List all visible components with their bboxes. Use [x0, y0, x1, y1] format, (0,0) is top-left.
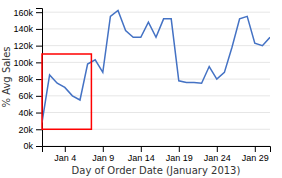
x-tick-mark	[179, 146, 180, 152]
y-tick-label: 40k	[18, 108, 33, 118]
grid-line	[42, 79, 270, 80]
x-axis: Jan 4 Jan 9 Jan 14 Jan 19 Jan 24 Jan 29	[43, 146, 271, 163]
highlight-box	[42, 54, 91, 129]
y-tick: 60k	[18, 91, 42, 101]
grid-line	[42, 12, 270, 13]
y-axis: 0k 20k 40k 60k 80k 100k 120k 140k 160k	[13, 8, 42, 152]
y-tick-mark	[36, 146, 42, 147]
x-tick: Jan 4	[54, 146, 76, 163]
y-tick-mark	[36, 129, 42, 130]
y-tick-mark	[36, 12, 42, 13]
highlight-layer	[42, 54, 91, 129]
y-axis-title: % Avg Sales	[1, 47, 12, 108]
y-tick: 160k	[13, 8, 42, 18]
x-tick-mark	[141, 146, 142, 152]
x-tick-label: Jan 19	[166, 153, 193, 163]
y-tick: 100k	[13, 58, 42, 68]
y-tick-mark	[36, 46, 42, 47]
x-tick-label: Jan 14	[128, 153, 155, 163]
line	[42, 11, 270, 123]
y-tick: 120k	[13, 41, 42, 51]
y-tick: 20k	[18, 125, 42, 135]
x-axis-line	[43, 147, 271, 153]
grid-line	[42, 45, 270, 46]
y-tick-label: 20k	[18, 125, 33, 135]
x-tick-label: Jan 4	[54, 153, 76, 163]
x-tick: Jan 19	[166, 146, 193, 163]
y-tick-label: 120k	[13, 41, 33, 51]
x-tick: Jan 24	[204, 146, 231, 163]
x-tick: Jan 29	[242, 146, 269, 163]
y-tick-label: 100k	[13, 58, 33, 68]
x-tick-mark	[103, 146, 104, 152]
y-tick: 40k	[18, 108, 42, 118]
y-tick: 140k	[13, 24, 42, 34]
y-tick-label: 140k	[13, 24, 33, 34]
y-tick: 0k	[23, 141, 42, 151]
y-tick-mark	[36, 96, 42, 97]
x-tick-label: Jan 29	[242, 153, 269, 163]
x-tick-label: Jan 24	[204, 153, 231, 163]
x-tick-mark	[217, 146, 218, 152]
marks	[42, 11, 270, 123]
y-tick-mark	[36, 79, 42, 80]
grid-line	[42, 95, 270, 96]
grid-line	[42, 62, 270, 63]
x-tick-label: Jan 9	[92, 153, 114, 163]
x-tick: Jan 14	[128, 146, 155, 163]
plot: Jan 4 Jan 9 Jan 14 Jan 19 Jan 24 Jan 29 0k 20k 4…	[13, 8, 270, 164]
x-axis-title: Day of Order Date (January 2013)	[72, 165, 241, 176]
chart: Jan 4 Jan 9 Jan 14 Jan 19 Jan 24 Jan 29 0k 20k 4…	[0, 0, 282, 178]
y-tick: 80k	[18, 74, 42, 84]
y-tick-mark	[36, 62, 42, 63]
x-tick: Jan 9	[92, 146, 114, 163]
y-tick-label: 160k	[13, 8, 33, 18]
y-tick-label: 0k	[23, 141, 33, 151]
grid-line	[42, 112, 270, 113]
y-tick-mark	[36, 113, 42, 114]
x-tick-mark	[255, 146, 256, 152]
y-tick-mark	[36, 29, 42, 30]
y-tick-label: 60k	[18, 91, 33, 101]
x-tick-mark	[65, 146, 66, 152]
y-tick-label: 80k	[18, 74, 33, 84]
grid-line	[42, 28, 270, 29]
